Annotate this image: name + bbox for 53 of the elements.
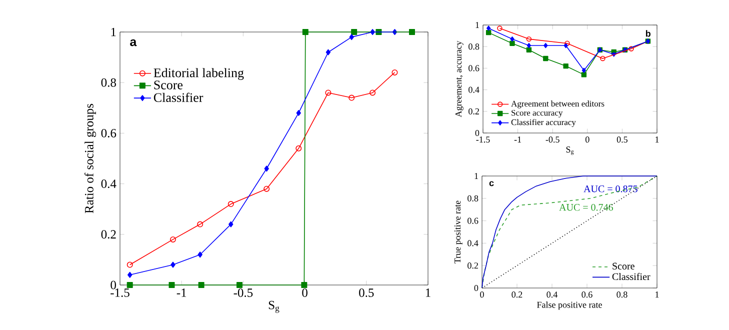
y-axis-title: Ratio of social groups <box>84 104 96 214</box>
y-tick-label: 0.8 <box>468 195 478 202</box>
x-axis-title: S$_{g}$ <box>566 146 574 155</box>
y-tick-label: 1 <box>474 173 478 179</box>
x-tick-label: -1 <box>514 136 522 142</box>
x-tick-label: -1.5 <box>110 288 130 297</box>
y-tick-label: 0.2 <box>468 262 478 269</box>
chart-title: b <box>646 30 650 37</box>
x-tick-label: 0.5 <box>359 288 374 298</box>
legend-label: Score accuracy <box>512 110 563 118</box>
x-tick-label: 1 <box>656 292 659 298</box>
y-tick-label: 0.6 <box>468 218 478 224</box>
x-tick-label: 0.5 <box>616 136 628 143</box>
chart-title: a <box>130 39 137 46</box>
x-tick-label: 0 <box>480 292 484 298</box>
y-tick-label: 0 <box>110 280 116 290</box>
x-tick-label: -1.5 <box>476 136 490 143</box>
y-tick-label: 0.8 <box>468 44 480 50</box>
y-tick-label: 1 <box>111 28 116 36</box>
y-axis-title: Agreement, accuracy <box>455 40 464 118</box>
x-tick-label: -0.5 <box>234 288 253 298</box>
chart-title: c <box>489 181 494 186</box>
y-tick-label: 0.2 <box>101 230 116 239</box>
legend-label: Classifier <box>612 272 650 280</box>
x-tick-label: -0.5 <box>546 136 560 143</box>
x-axis-title: False positive rate <box>537 302 602 310</box>
legend-label: Score <box>612 262 634 270</box>
legend-label: Classifier <box>154 92 204 102</box>
y-axis-title: True positive rate <box>454 200 462 264</box>
y-tick-label: 0.4 <box>468 240 478 246</box>
y-tick-label: 0 <box>475 130 480 136</box>
x-tick-label: 0.4 <box>546 292 558 298</box>
x-tick-label: 1 <box>426 288 430 297</box>
x-tick-label: 0.6 <box>582 292 592 298</box>
y-tick-label: 0.4 <box>468 86 480 93</box>
y-tick-label: 0.4 <box>101 180 116 188</box>
x-tick-label: 0 <box>586 136 590 143</box>
legend-label: Classifier accuracy <box>511 119 576 127</box>
y-tick-label: 0.6 <box>468 65 480 72</box>
y-tick-label: 0.2 <box>468 108 479 114</box>
legend-label: Editorial labeling <box>154 68 244 80</box>
legend-label: Agreement between editors <box>511 100 604 108</box>
legend-label: Score <box>154 80 183 90</box>
y-tick-label: 1 <box>476 22 479 28</box>
x-tick-label: 0.8 <box>616 292 628 298</box>
annotation: AUC = 0.875 <box>584 185 638 192</box>
annotation: AUC = 0.746 <box>559 204 613 211</box>
x-tick-label: 1 <box>656 136 659 142</box>
x-axis-title: S$_{g}$ <box>268 300 280 313</box>
y-tick-label: 0.8 <box>101 78 116 87</box>
x-tick-label: 0.2 <box>512 292 522 298</box>
x-tick-label: -1 <box>176 288 186 297</box>
x-tick-label: 0 <box>302 288 308 297</box>
